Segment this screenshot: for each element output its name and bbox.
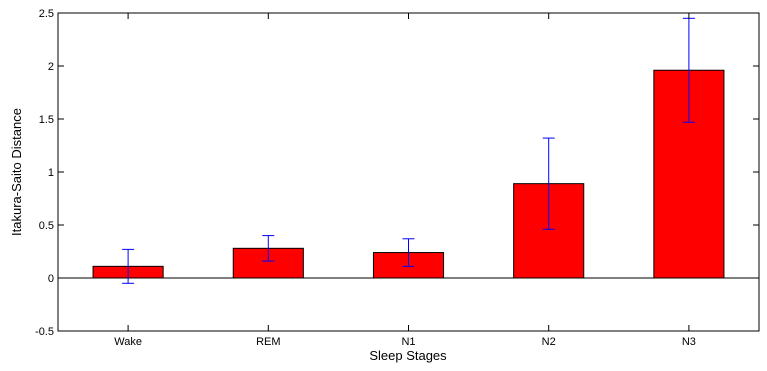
- y-tick-label: 1: [48, 167, 54, 179]
- y-tick-label: 2: [48, 61, 54, 73]
- y-tick-label: -0.5: [35, 326, 54, 338]
- x-tick-label: Wake: [114, 336, 142, 348]
- x-axis-title: Sleep Stages: [369, 348, 447, 363]
- y-tick-label: 1.5: [39, 114, 54, 126]
- y-tick-label: 2.5: [39, 8, 54, 20]
- x-tick-label: REM: [256, 336, 280, 348]
- y-axis-title: Itakura-Saito Distance: [9, 108, 24, 236]
- y-tick-label: 0: [48, 273, 54, 285]
- x-axis-ticks: Wake REM N1 N2 N3: [114, 13, 696, 348]
- y-axis-ticks: -0.5 0 0.5 1 1.5 2 2.5: [35, 8, 759, 338]
- x-tick-label: N1: [401, 336, 415, 348]
- x-tick-label: N3: [682, 336, 696, 348]
- errorbars-layer: [122, 17, 695, 284]
- x-tick-label: N2: [542, 336, 556, 348]
- y-tick-label: 0.5: [39, 220, 54, 232]
